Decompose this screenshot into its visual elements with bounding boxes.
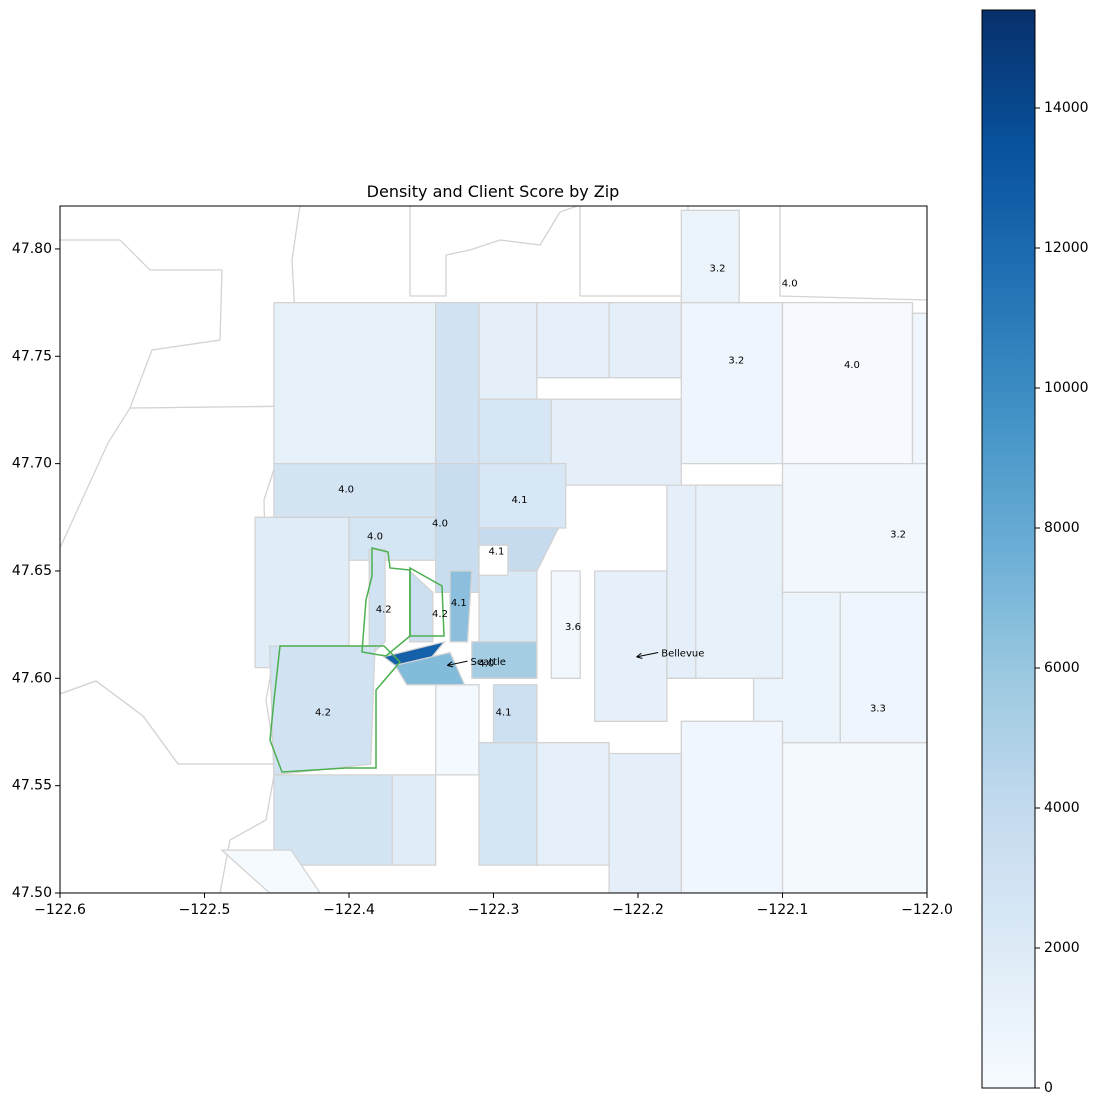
- y-tick-label: 47.50: [12, 885, 52, 901]
- zip-region: [781, 462, 927, 594]
- colorbar: [981, 9, 1036, 1089]
- zip-region: [478, 570, 538, 643]
- x-axis: −122.6 −122.5 −122.4 −122.3 −122.2 −122.1 −122…: [34, 893, 953, 918]
- score-label: 4.0: [367, 532, 383, 543]
- x-tick-label: −122.2: [612, 902, 664, 918]
- y-tick-label: 47.60: [12, 670, 52, 686]
- score-label: 3.2: [890, 530, 906, 541]
- x-tick-label: −122.5: [179, 902, 231, 918]
- colorbar-tick-label: 6000: [1044, 660, 1080, 676]
- zip-region: [478, 544, 509, 576]
- annotation-arrowhead: [636, 652, 643, 659]
- zip-region: [435, 301, 480, 465]
- basemap-region: [779, 206, 927, 301]
- score-label: 3.2: [728, 356, 744, 367]
- score-label: 4.0: [478, 658, 494, 669]
- basemap-region: [409, 206, 580, 297]
- score-label: 4.2: [376, 605, 392, 616]
- highlight-outline: [361, 547, 411, 657]
- y-tick-label: 47.80: [12, 241, 52, 257]
- zip-region: [550, 398, 682, 486]
- score-label: 4.1: [451, 598, 467, 609]
- zip-region: [550, 570, 581, 679]
- highlighted-zips: [269, 547, 445, 773]
- colorbar-tick-label: 8000: [1044, 520, 1080, 536]
- zip-region: [608, 752, 682, 893]
- colorbar-tick-label: 12000: [1044, 240, 1089, 256]
- zip-region: [254, 516, 350, 669]
- x-tick-label: −122.1: [757, 902, 809, 918]
- colorbar-tick-label: 2000: [1044, 940, 1080, 956]
- annotation-label: Bellevue: [661, 649, 704, 660]
- colorbar-tick-label: 0: [1044, 1080, 1053, 1096]
- score-label: 4.0: [844, 360, 860, 371]
- annotation-arrowhead: [446, 661, 454, 668]
- zip-region: [409, 569, 434, 643]
- score-label: 4.0: [338, 484, 354, 495]
- basemap-region: [579, 206, 689, 297]
- zip-region: [471, 641, 538, 679]
- zip-region: [695, 484, 784, 679]
- score-label: 4.0: [782, 278, 798, 289]
- score-label: 4.2: [315, 708, 331, 719]
- basemap-outlines: [60, 206, 927, 893]
- score-label: 3.6: [565, 622, 581, 633]
- score-label: 4.1: [496, 708, 512, 719]
- chart-title: Density and Client Score by Zip: [367, 182, 620, 201]
- score-label: 4.1: [512, 495, 528, 506]
- basemap-region: [60, 206, 301, 409]
- zip-region: [449, 570, 473, 643]
- annotation-arrow: [447, 660, 468, 666]
- x-tick-label: −122.6: [34, 902, 86, 918]
- annotation-label: Seattle: [470, 657, 505, 668]
- zip-region: [478, 398, 552, 465]
- zip-region: [839, 591, 927, 765]
- score-label: 4.0: [432, 519, 448, 530]
- zip-regions: [220, 209, 927, 893]
- colorbar-tick-label: 14000: [1044, 100, 1089, 116]
- city-annotations: Seattle Bellevue: [446, 649, 704, 668]
- zip-region: [478, 301, 538, 400]
- zip-region: [911, 312, 927, 465]
- score-labels: 3.24.03.2 4.04.04.14.04.04.13.24.14.2 4.23…: [315, 263, 906, 718]
- score-label: 4.1: [488, 547, 504, 558]
- score-label: 4.2: [432, 609, 448, 620]
- x-tick-label: −122.3: [468, 902, 520, 918]
- y-tick-label: 47.70: [12, 456, 52, 472]
- x-tick-label: −122.4: [323, 902, 375, 918]
- zip-region: [348, 516, 437, 561]
- zip-region: [478, 742, 538, 866]
- highlight-outline: [409, 566, 445, 637]
- y-axis: 47.50 47.55 47.60 47.65 47.70 47.75 47.80: [12, 241, 60, 901]
- score-label: 3.2: [710, 263, 726, 274]
- zip-region: [680, 209, 740, 304]
- x-tick-label: −122.0: [901, 902, 953, 918]
- zip-region: [593, 570, 668, 722]
- zip-region: [680, 301, 784, 465]
- y-tick-label: 47.65: [12, 563, 52, 579]
- y-tick-label: 47.55: [12, 778, 52, 794]
- zip-region: [608, 301, 682, 379]
- colorbar-tick-label: 10000: [1044, 380, 1089, 396]
- colorbar-tick-label: 4000: [1044, 800, 1080, 816]
- zip-region: [680, 720, 784, 893]
- zip-region: [273, 462, 437, 518]
- basemap-region: [60, 680, 277, 893]
- zip-region: [435, 684, 480, 776]
- colorbar-axis: 0 2000 4000 6000 8000 10000 12000 14000: [1035, 100, 1089, 1096]
- highlight-outline: [269, 645, 402, 773]
- zip-region: [781, 742, 927, 893]
- zip-region: [536, 301, 610, 379]
- zip-region: [781, 301, 914, 465]
- zip-region: [391, 774, 437, 866]
- y-tick-label: 47.75: [12, 348, 52, 364]
- zip-region: [273, 301, 437, 465]
- zip-region: [478, 462, 567, 529]
- annotation-arrow: [636, 652, 659, 658]
- zip-region: [536, 742, 610, 866]
- zip-region: [220, 849, 321, 893]
- score-label: 3.3: [870, 703, 886, 714]
